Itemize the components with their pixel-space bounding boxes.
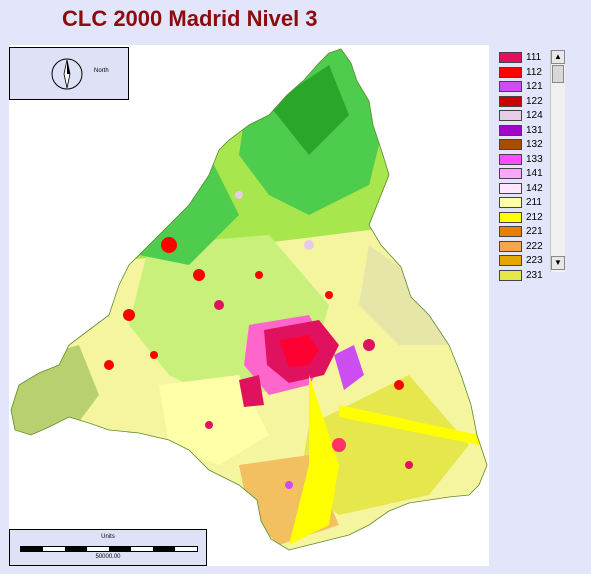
legend-code: 212 [526, 211, 543, 223]
legend-item-141: 141 [496, 167, 552, 181]
legend-item-133: 133 [496, 153, 552, 167]
legend-item-121: 121 [496, 80, 552, 94]
legend-code: 111 [526, 52, 542, 63]
legend-code: 132 [526, 139, 543, 150]
legend-item-223: 223 [496, 254, 552, 268]
legend-swatch [499, 255, 522, 266]
legend-swatch [499, 197, 522, 208]
legend-code: 223 [526, 255, 543, 266]
legend-swatch [499, 168, 522, 179]
north-arrow-icon [51, 58, 83, 90]
legend-item-231: 231 [496, 269, 552, 283]
legend-code: 124 [526, 110, 543, 121]
map-title: CLC 2000 Madrid Nivel 3 [62, 6, 318, 31]
legend-swatch [499, 182, 522, 194]
legend-code: 122 [526, 95, 543, 107]
scroll-thumb[interactable] [552, 65, 564, 83]
legend-code: 112 [526, 66, 542, 78]
legend-item-142: 142 [496, 182, 552, 196]
legend-item-131: 131 [496, 124, 552, 138]
scale-distance-label: 50000.00 [95, 554, 121, 560]
legend-item-221: 221 [496, 225, 552, 239]
legend-swatch [499, 81, 522, 92]
scale-units-label: Units [101, 534, 115, 540]
legend-item-212: 212 [496, 211, 552, 225]
legend-swatch [499, 52, 522, 63]
legend-scrollbar[interactable]: ▲ ▼ [550, 50, 565, 272]
legend-code: 142 [526, 182, 543, 194]
legend-swatch [499, 110, 522, 121]
legend-item-132: 132 [496, 138, 552, 152]
legend-item-111: 111 [496, 51, 552, 65]
scroll-up-button[interactable]: ▲ [551, 50, 565, 64]
legend-swatch [499, 153, 522, 165]
legend-code: 141 [526, 168, 543, 179]
legend-swatch [499, 240, 522, 252]
legend-item-222: 222 [496, 240, 552, 254]
scale-bar-box: Units 50000.00 [9, 529, 207, 566]
land-cover-regions [11, 49, 487, 550]
chevron-down-icon: ▼ [554, 258, 562, 267]
legend-code: 121 [526, 81, 543, 92]
north-arrow-box: North [9, 47, 129, 100]
legend-swatch [499, 269, 522, 281]
legend-code: 221 [526, 226, 543, 237]
north-label: North [94, 68, 109, 74]
legend-code: 231 [526, 269, 543, 281]
scale-bar [20, 546, 198, 552]
legend-swatch [499, 95, 522, 107]
legend-swatch [499, 139, 522, 150]
legend-swatch [499, 66, 522, 78]
legend-swatch [499, 226, 522, 237]
legend-swatch [499, 211, 522, 223]
legend: 111 112 121 122 124 131 132 133 141 142 211 212 221 2… [496, 47, 568, 281]
legend-item-122: 122 [496, 95, 552, 109]
legend-code: 131 [526, 124, 543, 136]
legend-code: 211 [526, 197, 542, 208]
madrid-land-cover-map[interactable] [9, 45, 489, 566]
legend-code: 133 [526, 153, 543, 165]
scroll-down-button[interactable]: ▼ [551, 256, 565, 270]
legend-item-112: 112 [496, 66, 552, 80]
chevron-up-icon: ▲ [554, 52, 562, 61]
legend-item-211: 211 [496, 196, 552, 210]
legend-swatch [499, 124, 522, 136]
map-panel[interactable] [9, 45, 489, 566]
region-boundary [10, 48, 488, 551]
legend-item-124: 124 [496, 109, 552, 123]
legend-code: 222 [526, 240, 543, 252]
